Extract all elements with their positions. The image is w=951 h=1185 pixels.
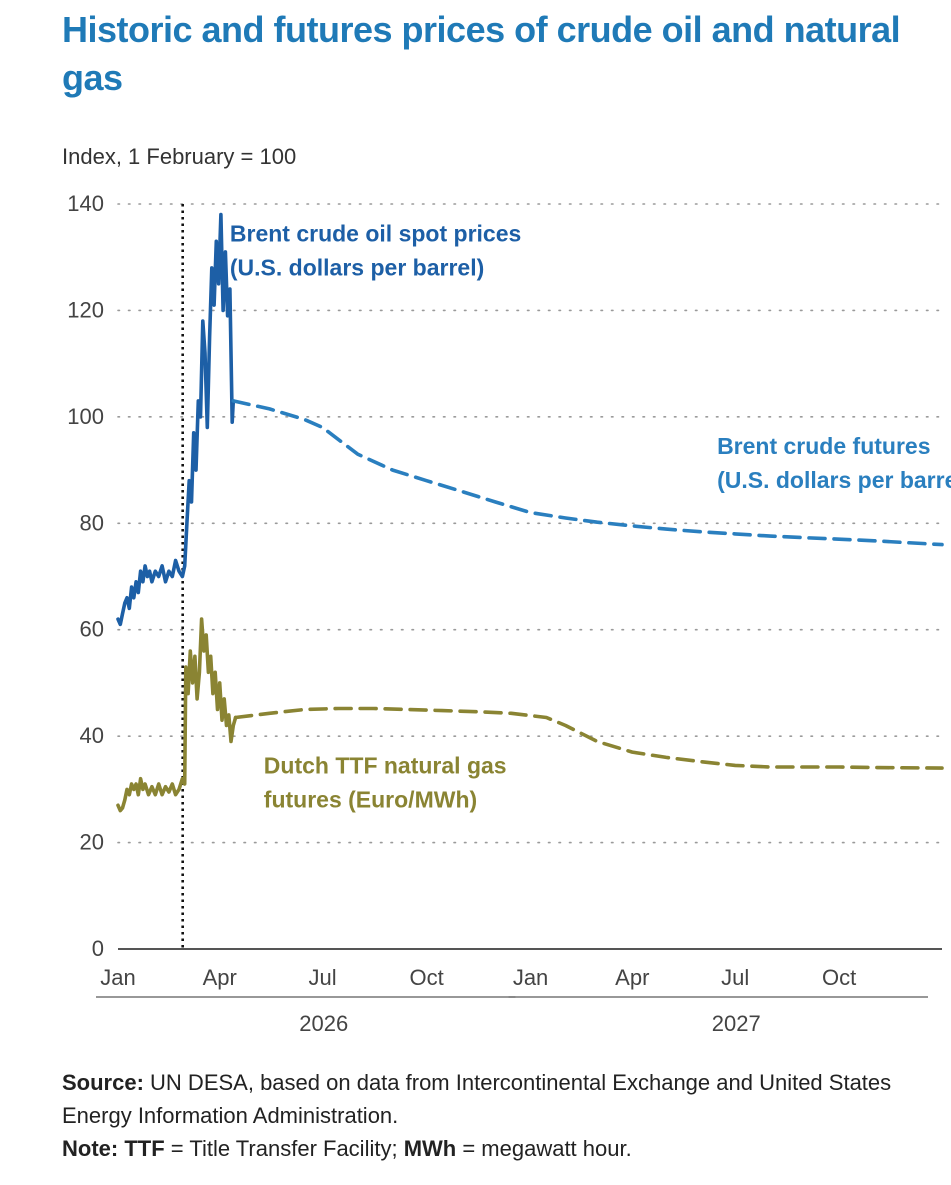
x-tick-label-5: Apr	[615, 965, 649, 990]
series-label-1: Brent crude futures (U.S. dollars per bar…	[717, 433, 951, 493]
series-label-1-line-1: (U.S. dollars per barrel)	[717, 467, 951, 493]
series-line-2-futures	[233, 706, 944, 770]
chart-title: Historic and futures prices of crude oil…	[62, 9, 901, 98]
source-note: Source: UN DESA, based on data from Inte…	[62, 1066, 942, 1132]
y-axis-unit-label: Index, 1 February = 100	[62, 144, 297, 169]
source-label: Source:	[62, 1070, 144, 1095]
series-label-0-line-1: (U.S. dollars per barrel)	[230, 254, 484, 280]
y-tick-label-0: 0	[92, 936, 104, 961]
year-label-2026: 2026	[299, 1011, 348, 1036]
series-label-1-line-0: Brent crude futures	[717, 433, 930, 459]
series-label-0: Brent crude oil spot prices (U.S. dollars…	[230, 220, 521, 280]
series-label-2-line-0: Dutch TTF natural gas	[264, 752, 507, 778]
x-tick-label-1: Apr	[203, 965, 237, 990]
y-tick-label-120: 120	[67, 297, 104, 322]
series-line-1	[231, 399, 944, 547]
x-tick-label-2: Jul	[309, 965, 337, 990]
series-line-2-historic	[116, 617, 238, 813]
y-tick-label-140: 140	[67, 191, 104, 216]
x-tick-label-3: Oct	[409, 965, 443, 990]
x-axis: Jan Apr Jul Oct Jan Apr Jul Oct 2026 2027	[96, 948, 942, 1036]
x-tick-label-0: Jan	[100, 965, 135, 990]
y-tick-label-100: 100	[67, 404, 104, 429]
x-tick-label-6: Jul	[721, 965, 749, 990]
y-axis: 0 20 40 60 80 100 120 140	[67, 191, 104, 961]
series-labels: Brent crude oil spot prices (U.S. dollars…	[230, 220, 951, 812]
year-label-2027: 2027	[712, 1011, 761, 1036]
note-term-ttf: TTF	[124, 1136, 165, 1161]
series-label-0-line-0: Brent crude oil spot prices	[230, 220, 521, 246]
x-tick-label-4: Jan	[513, 965, 548, 990]
gridlines	[117, 203, 943, 949]
series-label-2-line-1: futures (Euro/MWh)	[264, 786, 477, 812]
note-label: Note:	[62, 1136, 119, 1161]
note-term-mwh: MWh	[403, 1136, 457, 1161]
line-chart: 0 20 40 60 80 100 120 140 Jan Apr Jul Oct Jan Apr Jul…	[67, 191, 951, 1036]
note-def-ttf: = Title Transfer Facility;	[164, 1136, 404, 1161]
source-text: UN DESA, based on data from Intercontine…	[62, 1070, 892, 1128]
y-tick-label-60: 60	[80, 617, 104, 642]
y-tick-label-20: 20	[80, 830, 104, 855]
chart-footer: Source: UN DESA, based on data from Inte…	[62, 1066, 942, 1165]
abbreviation-note: Note: TTF = Title Transfer Facility; MWh…	[62, 1132, 942, 1165]
x-tick-label-7: Oct	[822, 965, 856, 990]
note-def-mwh: = megawatt hour.	[456, 1136, 632, 1161]
series-lines	[116, 212, 944, 813]
series-label-2: Dutch TTF natural gas futures (Euro/MWh)	[264, 752, 507, 812]
series-line-0	[116, 212, 236, 627]
y-tick-label-40: 40	[80, 723, 104, 748]
y-tick-label-80: 80	[80, 510, 104, 535]
